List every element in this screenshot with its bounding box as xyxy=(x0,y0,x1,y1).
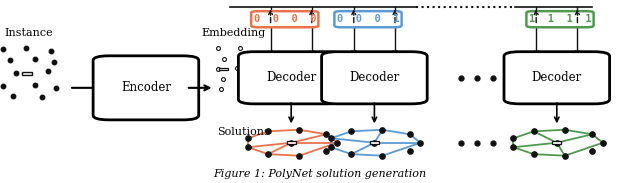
Text: Figure 1: PolyNet solution generation: Figure 1: PolyNet solution generation xyxy=(213,169,427,179)
FancyBboxPatch shape xyxy=(239,52,344,104)
FancyBboxPatch shape xyxy=(526,11,594,27)
Bar xyxy=(287,141,296,144)
FancyBboxPatch shape xyxy=(252,11,319,27)
FancyBboxPatch shape xyxy=(334,11,402,27)
Text: Decoder: Decoder xyxy=(349,71,399,84)
Bar xyxy=(370,141,379,144)
Bar xyxy=(22,72,32,75)
Text: Decoder: Decoder xyxy=(266,71,316,84)
FancyBboxPatch shape xyxy=(504,52,610,104)
Text: 1  1  1  1: 1 1 1 1 xyxy=(529,14,591,24)
FancyBboxPatch shape xyxy=(321,52,428,104)
Text: Encoder: Encoder xyxy=(121,81,171,94)
Text: Decoder: Decoder xyxy=(532,71,582,84)
Text: Solutions: Solutions xyxy=(217,127,269,137)
Bar xyxy=(552,141,561,144)
Bar xyxy=(219,68,228,70)
Text: 0  0  0  1: 0 0 0 1 xyxy=(337,14,399,24)
Text: Embedding: Embedding xyxy=(202,28,266,38)
Text: 0  0  0  0: 0 0 0 0 xyxy=(253,14,316,24)
Text: Instance: Instance xyxy=(4,28,53,38)
FancyBboxPatch shape xyxy=(93,56,198,120)
